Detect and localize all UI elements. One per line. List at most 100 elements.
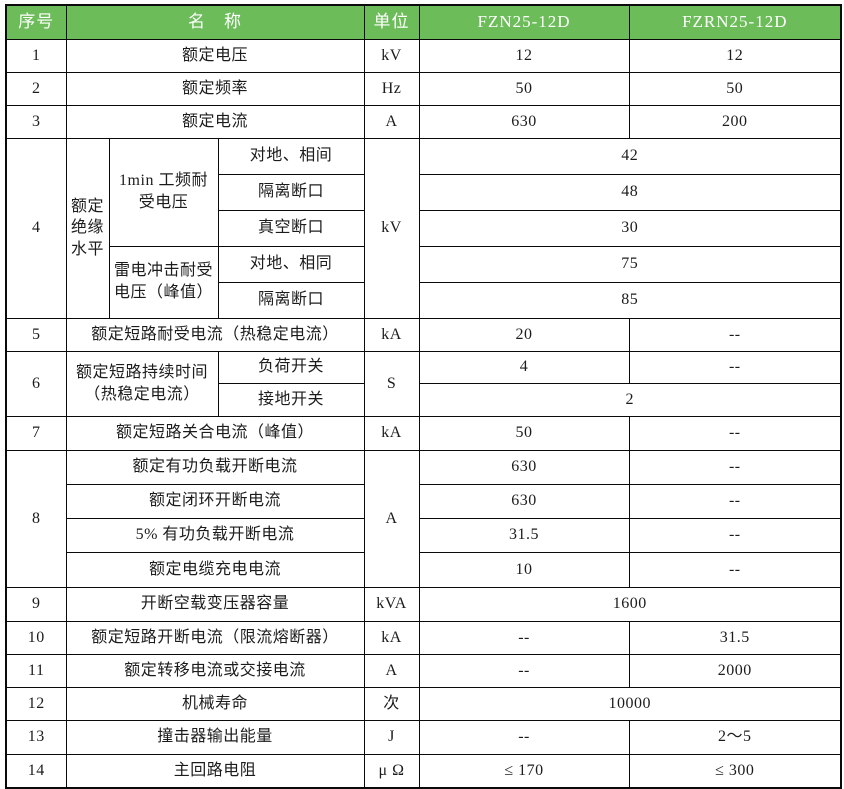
cell-value-fzrn: 200 (628, 104, 842, 139)
table-row: 6 额定短路持续时间（热稳定电流） 负荷开关 S 4 -- (5, 350, 842, 417)
header-unit: 单位 (363, 4, 420, 40)
cell-no: 8 (5, 449, 67, 588)
cell-name: 额定电流 (65, 104, 365, 139)
table-row: 隔离断口 85 (6, 281, 842, 319)
cell-unit: kA (363, 317, 420, 352)
cell-value-fzrn: ≤ 300 (628, 753, 842, 789)
cell-value-fzrn: -- (628, 350, 842, 384)
cell-value-fzn: -- (418, 653, 630, 688)
cell-value-fzrn: 31.5 (628, 620, 842, 655)
cell-name: 额定电压 (65, 38, 365, 73)
table-row: 9 开断空载变压器容量 kVA 1600 (5, 586, 842, 622)
cell-no: 9 (5, 586, 67, 622)
cell-unit: kVA (363, 586, 420, 622)
cell-unit: A (363, 104, 420, 139)
cell-no: 1 (5, 38, 67, 73)
table-row: 4 额定绝缘水平 1min 工频耐受电压 对地、相间 kV 42 (5, 137, 842, 319)
cell-value-fzn: 630 (418, 483, 630, 519)
cell-value-shared: 48 (418, 173, 842, 211)
cell-name: 额定转移电流或交接电流 (65, 653, 365, 688)
cell-value-fzrn: -- (628, 415, 842, 451)
cell-no: 6 (5, 350, 67, 417)
table-row: 真空断口 30 (6, 209, 842, 247)
cell-value-fzn: 4 (418, 350, 630, 384)
cell-name: 机械寿命 (65, 686, 365, 721)
header-row: 序号 名 称 单位 FZN25-12D FZRN25-12D (5, 4, 842, 40)
cell-no: 13 (5, 719, 67, 755)
cell-sub-label: 接地开关 (217, 382, 365, 417)
cell-value-fzrn: -- (628, 551, 842, 588)
cell-unit: S (363, 350, 420, 417)
cell-name: 5% 有功负载开断电流 (65, 517, 365, 553)
cell-no: 2 (5, 71, 67, 106)
cell-value-fzrn: 2000 (628, 653, 842, 688)
table-row: 11 额定转移电流或交接电流 A -- 2000 (5, 653, 842, 688)
cell-sub-label: 对地、相同 (217, 245, 365, 283)
cell-value-fzrn: -- (628, 517, 842, 553)
cell-value-fzrn: 50 (628, 71, 842, 106)
cell-unit: Hz (363, 71, 420, 106)
table-row: 5% 有功负载开断电流 31.5 -- (6, 517, 842, 553)
cell-unit: 次 (363, 686, 420, 721)
cell-no: 4 (5, 137, 67, 319)
cell-no: 5 (5, 317, 67, 352)
spec-table: 序号 名 称 单位 FZN25-12D FZRN25-12D 1 额定电压 kV… (5, 4, 843, 789)
cell-unit: A (363, 449, 420, 588)
cell-value-shared: 2 (418, 382, 842, 417)
table-row: 2 额定频率 Hz 50 50 (5, 71, 842, 106)
table-row: 10 额定短路开断电流（限流熔断器） kA -- 31.5 (5, 620, 842, 655)
table-row: 12 机械寿命 次 10000 (5, 686, 842, 721)
cell-name: 额定短路关合电流（峰值） (65, 415, 365, 451)
cell-value-fzn: -- (418, 719, 630, 755)
cell-value-shared: 30 (418, 209, 842, 247)
cell-value-fzrn: -- (628, 317, 842, 352)
cell-value-fzn: 10 (418, 551, 630, 588)
cell-unit: A (363, 653, 420, 688)
cell-name: 主回路电阻 (65, 753, 365, 789)
cell-name: 开断空载变压器容量 (65, 586, 365, 622)
cell-unit: kV (363, 38, 420, 73)
table-row: 隔离断口 48 (6, 173, 842, 211)
cell-value-fzn: 50 (418, 415, 630, 451)
cell-unit: μ Ω (363, 753, 420, 789)
cell-value-fzn: 630 (418, 104, 630, 139)
cell-unit: kA (363, 415, 420, 451)
cell-value-fzn: 20 (418, 317, 630, 352)
cell-value-fzn: 630 (418, 449, 630, 485)
cell-group-label: 额定绝缘水平 (65, 137, 110, 319)
cell-no: 11 (5, 653, 67, 688)
cell-name: 额定频率 (65, 71, 365, 106)
table-row: 14 主回路电阻 μ Ω ≤ 170 ≤ 300 (5, 753, 842, 789)
table-row: 雷电冲击耐受电压（峰值） 对地、相同 75 (6, 245, 842, 319)
header-model-fzn25: FZN25-12D (418, 4, 630, 40)
table-row: 1 额定电压 kV 12 12 (5, 38, 842, 73)
cell-sub-label: 隔离断口 (217, 281, 365, 319)
table-row: 额定电缆充电电流 10 -- (6, 551, 842, 588)
header-model-fzrn25: FZRN25-12D (628, 4, 842, 40)
cell-no: 14 (5, 753, 67, 789)
cell-value-fzn: 50 (418, 71, 630, 106)
cell-no: 10 (5, 620, 67, 655)
cell-value-fzrn: -- (628, 449, 842, 485)
cell-name: 额定短路持续时间（热稳定电流） (65, 350, 219, 417)
cell-value-shared: 85 (418, 281, 842, 319)
cell-value-shared: 42 (418, 137, 842, 175)
cell-no: 3 (5, 104, 67, 139)
header-no: 序号 (5, 4, 67, 40)
table-row: 8 额定有功负载开断电流 A 630 -- (5, 449, 842, 588)
cell-value-fzrn: 12 (628, 38, 842, 73)
cell-sub-label: 负荷开关 (217, 350, 365, 384)
table-row: 额定闭环开断电流 630 -- (6, 483, 842, 519)
cell-no: 7 (5, 415, 67, 451)
cell-value-fzrn: -- (628, 483, 842, 519)
cell-value-shared: 1600 (418, 586, 842, 622)
cell-sub-label: 隔离断口 (217, 173, 365, 211)
cell-value-fzn: 12 (418, 38, 630, 73)
cell-value-shared: 75 (418, 245, 842, 283)
header-name: 名 称 (65, 4, 365, 40)
cell-name: 撞击器输出能量 (65, 719, 365, 755)
cell-value-fzn: 31.5 (418, 517, 630, 553)
cell-sub-group: 1min 工频耐受电压 (108, 137, 219, 247)
cell-name: 额定短路耐受电流（热稳定电流） (65, 317, 365, 352)
